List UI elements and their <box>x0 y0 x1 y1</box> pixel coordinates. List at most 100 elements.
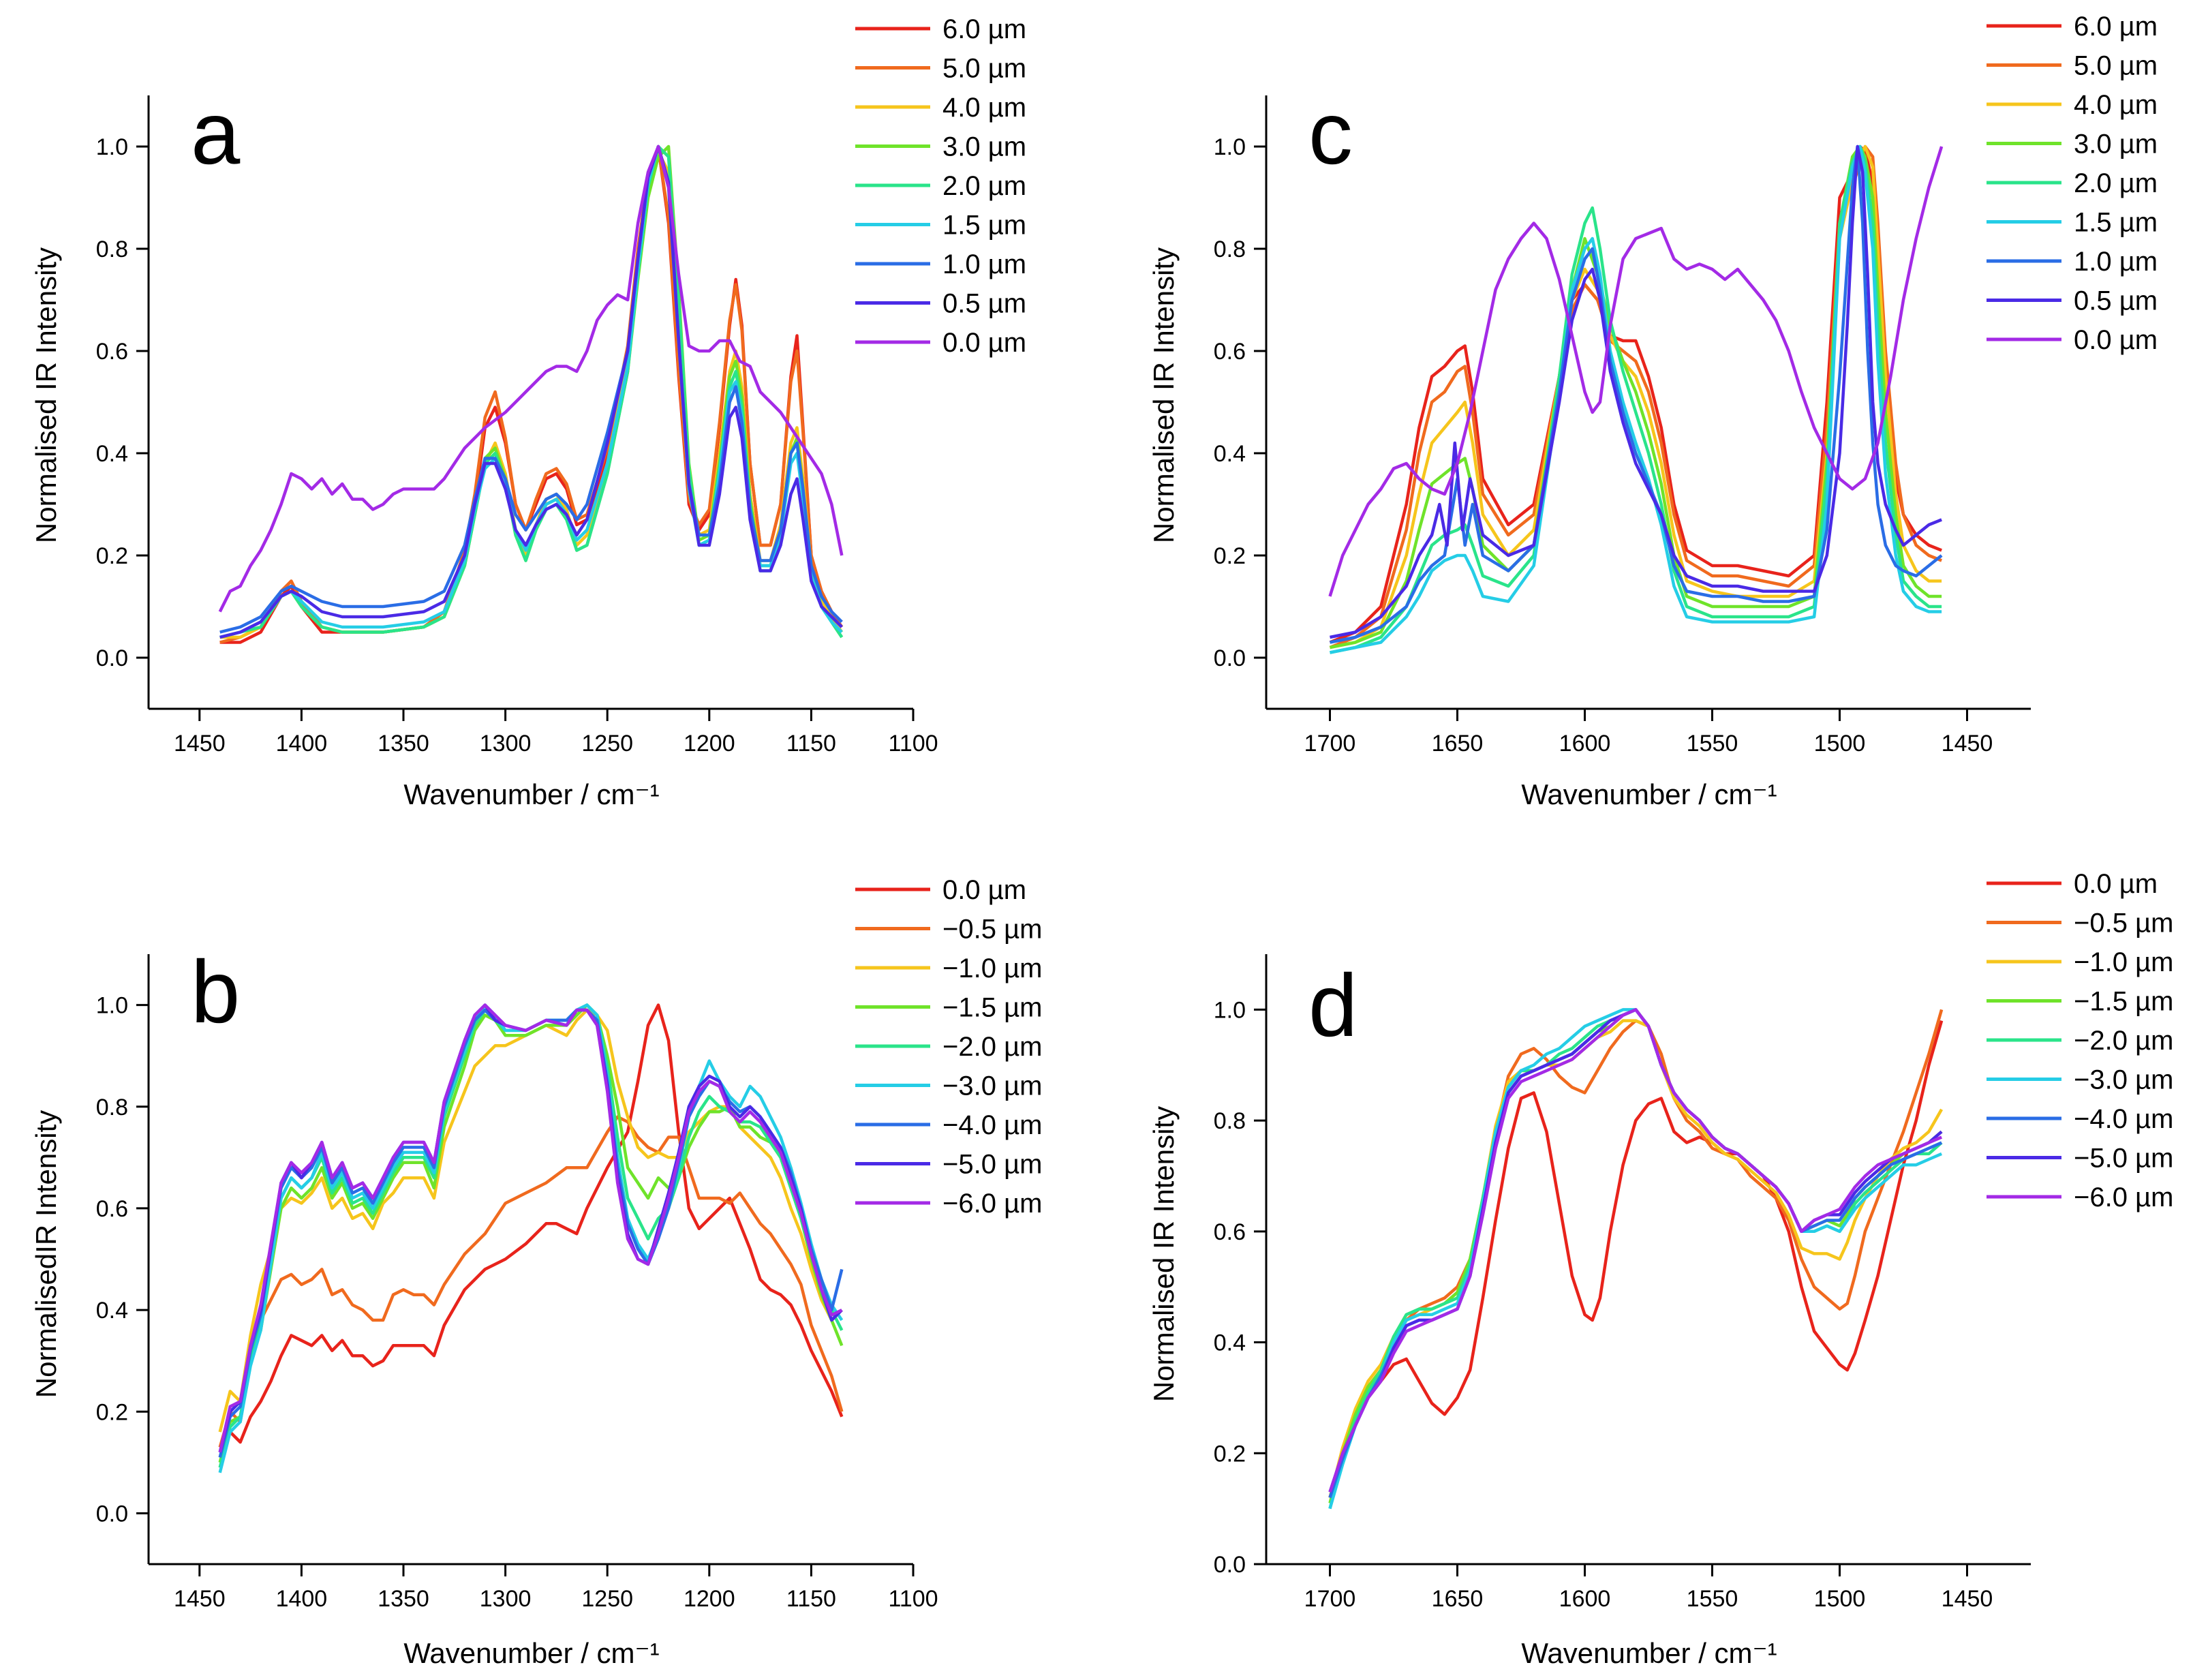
x-tick-label: 1350 <box>378 731 429 757</box>
panel-d: d Wavenumber / cm⁻¹ Normalised IR Intens… <box>1148 869 2173 1669</box>
x-tick-label: 1250 <box>581 1586 633 1612</box>
legend-label: 3.0 µm <box>942 132 1026 162</box>
panel-letter: c <box>1308 83 1353 183</box>
legend-label: −3.0 µm <box>2074 1065 2173 1095</box>
panel-letter: a <box>191 83 241 183</box>
x-tick-label: 1300 <box>480 731 532 757</box>
y-tick-label: 1.0 <box>1214 997 1246 1023</box>
y-axis-title: Normalised IR Intensity <box>30 247 62 543</box>
y-tick-label: 0.8 <box>96 1095 128 1120</box>
legend-label: 4.0 µm <box>2074 90 2158 120</box>
plot-area <box>218 1003 844 1473</box>
y-tick-label: 0.0 <box>1214 645 1246 671</box>
legend-label: −1.0 µm <box>942 953 1042 983</box>
x-tick-label: 1550 <box>1687 1586 1738 1612</box>
legend: 6.0 µm 5.0 µm 4.0 µm 3.0 µm 2.0 µm 1.5 µm 1.0 … <box>1987 12 2158 355</box>
x-tick-label: 1200 <box>684 1586 735 1612</box>
legend-label: 1.0 µm <box>942 249 1026 279</box>
series-line-6 <box>219 144 843 639</box>
legend-label: −5.0 µm <box>942 1150 1042 1180</box>
legend-label: −6.0 µm <box>2074 1182 2173 1212</box>
y-tick-label: 0.2 <box>1214 543 1246 569</box>
series-line-4 <box>218 1003 844 1463</box>
x-tick-label: 1250 <box>581 731 633 757</box>
series-line-5 <box>1330 144 1942 654</box>
x-tick-label: 1450 <box>174 1586 226 1612</box>
x-tick-label: 1450 <box>1942 1586 1993 1612</box>
y-tick-label: 0.6 <box>96 339 128 365</box>
x-axis-title: Wavenumber / cm⁻¹ <box>403 1637 659 1669</box>
series-line-9 <box>218 1003 843 1453</box>
legend: 0.0 µm −0.5 µm −1.0 µm −1.5 µm −2.0 µm −3.0 µ… <box>1987 869 2173 1212</box>
y-tick-label: 0.8 <box>96 236 128 262</box>
panel-a: a Wavenumber / cm⁻¹ Normalised IR Intens… <box>30 14 1026 810</box>
legend-label: −5.0 µm <box>2074 1144 2173 1174</box>
y-tick-label: 0.0 <box>1214 1552 1246 1578</box>
series-line-3 <box>1330 144 1942 650</box>
plot-area <box>218 144 844 644</box>
legend-label: 0.0 µm <box>942 875 1026 905</box>
y-tick-label: 0.2 <box>1214 1441 1246 1467</box>
y-tick-label: 0.4 <box>96 441 128 467</box>
legend-label: 6.0 µm <box>942 14 1026 44</box>
x-tick-label: 1550 <box>1687 731 1738 757</box>
legend-label: 5.0 µm <box>2074 51 2158 81</box>
panel-c: c Wavenumber / cm⁻¹ Normalised IR Intens… <box>1148 12 2158 810</box>
legend-label: −4.0 µm <box>2074 1104 2173 1134</box>
plot-area <box>1328 1008 1944 1510</box>
y-tick-label: 1.0 <box>1214 134 1246 160</box>
x-tick-label: 1600 <box>1559 1586 1611 1612</box>
legend: 6.0 µm 5.0 µm 4.0 µm 3.0 µm 2.0 µm 1.5 µm 1.0 … <box>855 14 1026 358</box>
legend-label: 1.5 µm <box>942 211 1026 241</box>
x-tick-label: 1350 <box>378 1586 429 1612</box>
x-tick-label: 1500 <box>1814 731 1866 757</box>
x-tick-label: 1700 <box>1304 1586 1356 1612</box>
x-tick-label: 1300 <box>480 1586 532 1612</box>
legend-label: −4.0 µm <box>942 1110 1042 1140</box>
x-tick-label: 1700 <box>1304 731 1356 757</box>
x-tick-label: 1600 <box>1559 731 1611 757</box>
y-tick-label: 0.2 <box>96 543 128 569</box>
x-tick-label: 1100 <box>888 731 938 757</box>
y-tick-label: 0.4 <box>96 1298 128 1324</box>
x-tick-label: 1150 <box>786 1586 836 1612</box>
legend-label: −1.5 µm <box>942 993 1042 1023</box>
y-tick-label: 0.4 <box>1214 1330 1246 1356</box>
series-line-6 <box>1330 144 1942 654</box>
x-tick-label: 1400 <box>276 1586 328 1612</box>
legend-label: 0.0 µm <box>942 328 1026 358</box>
legend-label: 0.5 µm <box>942 289 1026 319</box>
legend-label: 2.0 µm <box>942 171 1026 201</box>
series-line-9 <box>1328 146 1944 597</box>
panel-b: b Wavenumber / cm⁻¹ NormalisedIR Intensi… <box>30 875 1042 1669</box>
panel-letter: b <box>191 942 240 1041</box>
x-tick-label: 1100 <box>888 1586 938 1612</box>
legend-label: 1.5 µm <box>2074 208 2158 238</box>
y-axis-title: Normalised IR Intensity <box>1148 1106 1180 1402</box>
legend-label: −1.0 µm <box>2074 947 2173 977</box>
legend-label: −2.0 µm <box>942 1032 1042 1062</box>
series-line-2 <box>218 1115 844 1448</box>
y-axis-title: Normalised IR Intensity <box>1148 247 1180 543</box>
x-tick-label: 1650 <box>1432 1586 1484 1612</box>
y-tick-label: 0.0 <box>96 1501 128 1527</box>
x-axis-title: Wavenumber / cm⁻¹ <box>1521 778 1777 810</box>
x-tick-label: 1650 <box>1432 731 1484 757</box>
y-tick-label: 0.4 <box>1214 441 1246 467</box>
y-tick-label: 0.6 <box>1214 1219 1246 1245</box>
x-tick-label: 1400 <box>276 731 328 757</box>
legend-label: −0.5 µm <box>942 915 1042 945</box>
legend-label: 0.0 µm <box>2074 325 2158 355</box>
series-line-1 <box>218 1003 844 1453</box>
legend-label: 6.0 µm <box>2074 12 2158 42</box>
series-line-8 <box>1330 144 1942 639</box>
legend-label: 1.0 µm <box>2074 247 2158 277</box>
x-tick-label: 1200 <box>684 731 735 757</box>
x-tick-label: 1450 <box>174 731 226 757</box>
legend-label: −0.5 µm <box>2074 908 2173 938</box>
legend-label: −1.5 µm <box>2074 987 2173 1017</box>
legend-label: 3.0 µm <box>2074 129 2158 159</box>
panel-letter: d <box>1308 956 1358 1055</box>
y-tick-label: 0.8 <box>1214 236 1246 262</box>
